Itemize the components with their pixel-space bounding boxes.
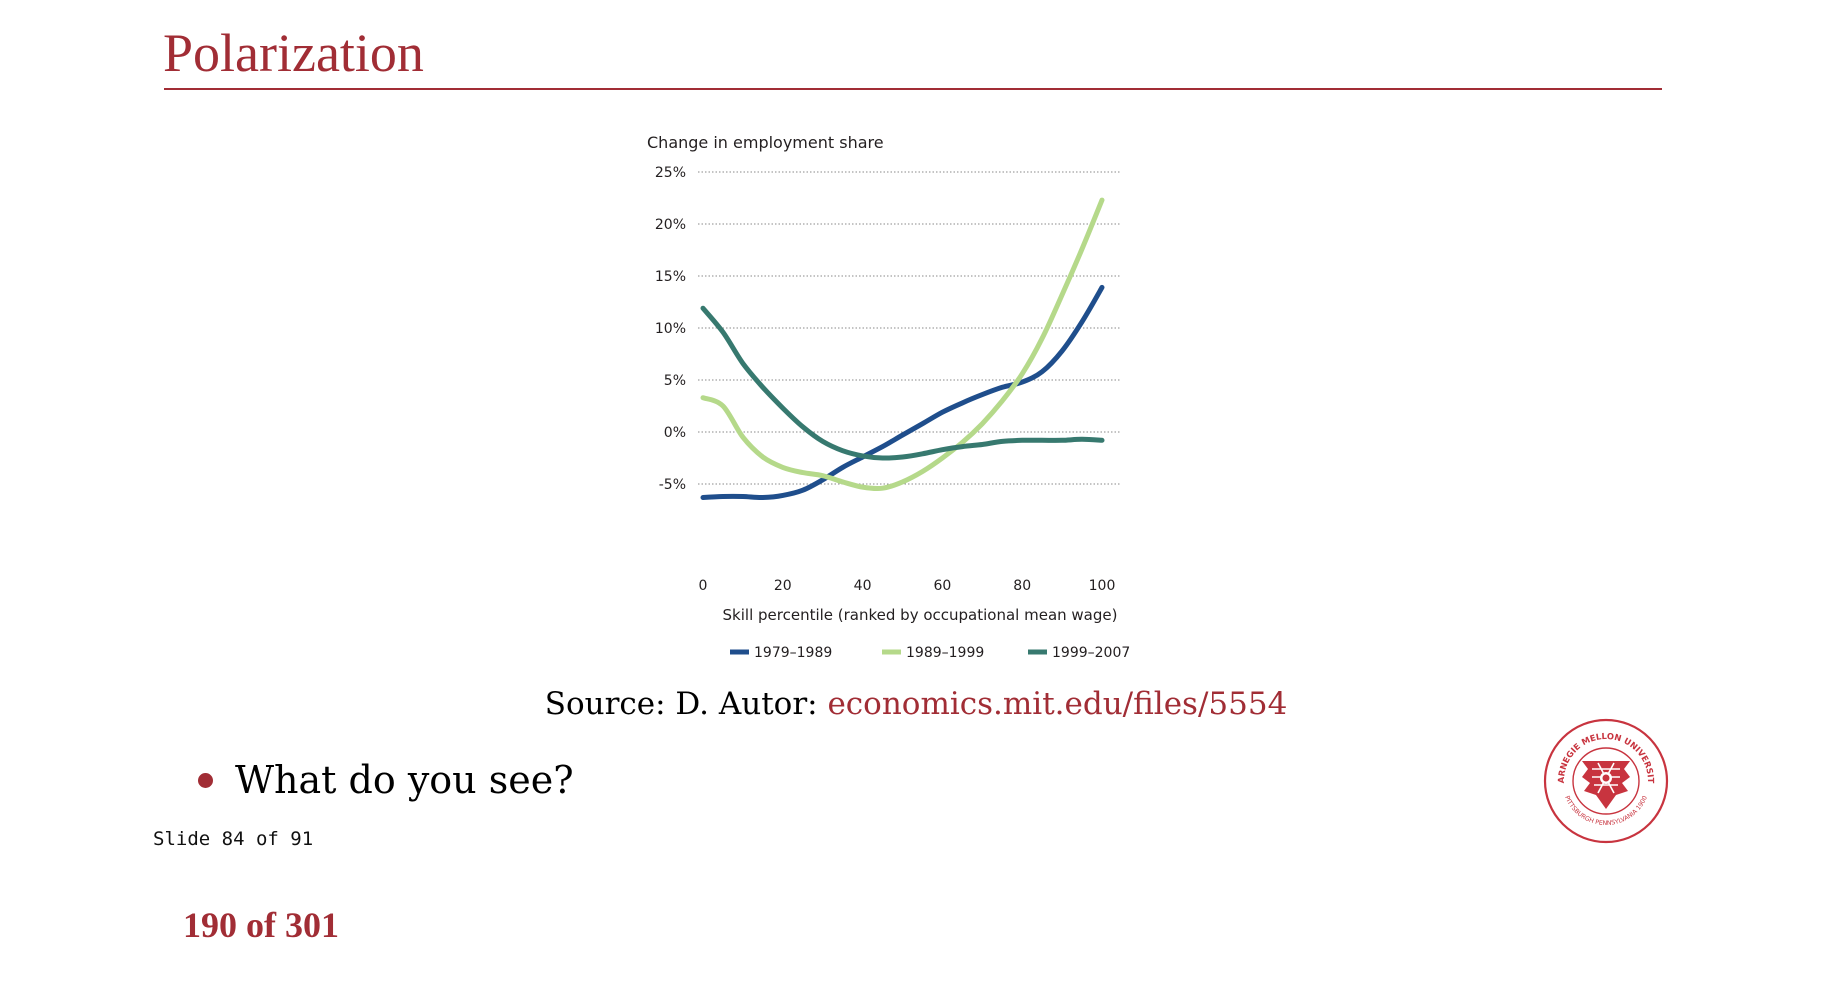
series-line [700,197,1105,492]
y-tick-label: 10% [655,321,686,337]
slide-counter: Slide 84 of 91 [153,828,314,850]
y-tick-label: 0% [664,425,686,441]
bullet-item: What do you see? [198,758,574,802]
y-tick-label: -5% [659,477,686,493]
legend-label: 1979–1989 [754,645,832,661]
y-tick-label: 25% [655,165,686,181]
chart-legend: 1979–1989 1989–1999 1999–2007 [730,645,1130,661]
title-divider [164,88,1662,90]
y-axis-ticks: 25% 20% 15% 10% 5% 0% -5% [655,165,686,493]
y-tick-label: 20% [655,217,686,233]
series-line [700,284,1105,501]
x-tick-label: 80 [1013,578,1031,594]
y-tick-label: 15% [655,269,686,285]
legend-label: 1989–1999 [906,645,984,661]
bullet-text: What do you see? [235,758,574,802]
employment-share-chart: Change in employment share 25% 20% 15% 10% 5… [647,133,1130,661]
x-axis-label: Skill percentile (ranked by occupational… [723,606,1118,624]
legend-label: 1999–2007 [1052,645,1130,661]
university-seal-logo: CARNEGIE MELLON UNIVERSITY PITTSBURGH PE… [1542,717,1669,844]
bullet-icon [198,772,213,788]
x-tick-label: 40 [854,578,872,594]
source-link[interactable]: economics.mit.edu/files/5554 [827,686,1288,722]
source-prefix: Source: D. Autor: [544,686,818,722]
y-tick-label: 5% [664,373,686,389]
chart-grid [698,171,1120,485]
x-axis-ticks: 0 20 40 60 80 100 [699,578,1116,594]
x-tick-label: 20 [774,578,792,594]
chart-series [700,197,1105,501]
slide-title: Polarization [163,23,424,83]
chart-title: Change in employment share [647,133,884,152]
x-tick-label: 0 [699,578,708,594]
source-line: Source: D. Autor: economics.mit.edu/file… [0,686,1832,722]
x-tick-label: 60 [933,578,951,594]
page-counter: 190 of 301 [183,905,339,945]
x-tick-label: 100 [1089,578,1116,594]
series-line [700,305,1105,461]
